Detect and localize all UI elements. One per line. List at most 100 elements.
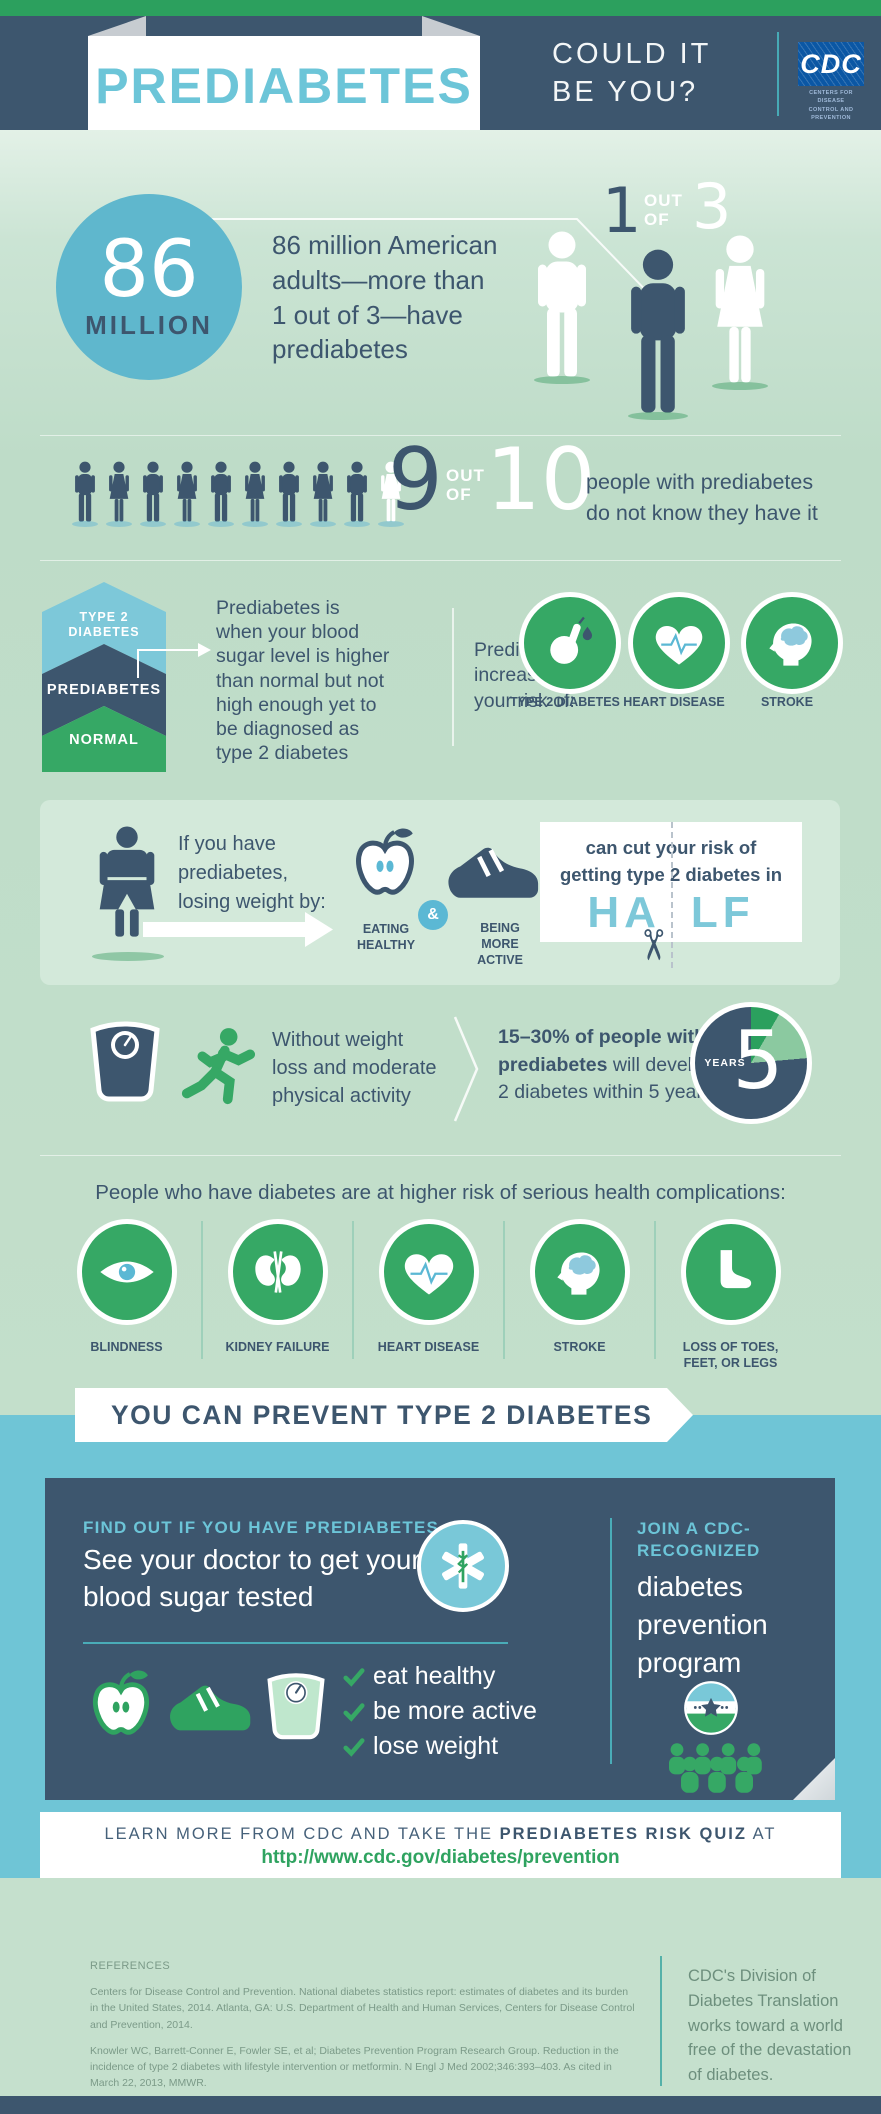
figure-shadow [242,521,268,527]
section-complications: People who have diabetes are at higher r… [0,1155,881,1405]
definition-text: Prediabetes is when your blood sugar lev… [216,597,390,765]
star-of-life-icon [436,1539,490,1593]
arrow-head-icon [305,912,333,947]
blood-test-icon [541,614,599,672]
kidney-icon [251,1245,305,1299]
ratio-out-of: OUT OF [644,191,683,229]
figure-shadow [310,521,336,527]
panel-divider [83,1642,508,1644]
cdc-url-link[interactable]: http://www.cdc.gov/diabetes/prevention [261,1847,620,1868]
header-divider [777,32,779,116]
figure-shadow [106,521,132,527]
cdc-logo-box: CDC [798,42,864,86]
cut-line [671,822,673,968]
man-icon [274,461,304,523]
risk-circle-heart [628,592,730,694]
section-divider [40,1155,841,1156]
man-icon [528,230,596,380]
medical-badge [417,1520,509,1612]
figure-shadow [208,521,234,527]
dpp-badge-icon [683,1680,739,1736]
join-heading: JOIN A CDC- RECOGNIZED [637,1519,761,1561]
half-word: HA LF [587,887,755,937]
figure-shadow [72,521,98,527]
chevron-diagram [42,582,166,772]
references-heading: REFERENCES [90,1960,171,1972]
stat-86-description: 86 million American adults—more than 1 o… [272,230,498,365]
complication-stroke: STROKE [505,1219,654,1355]
stat-86-number: 86 [99,225,199,316]
result-line2: getting type 2 diabetes in [559,863,783,885]
icon-circle [227,1219,328,1325]
top-green-bar [0,0,881,16]
risk-label: HEART DISEASE [623,695,725,709]
woman-icon [240,461,270,523]
risk-label: STROKE [760,695,814,709]
cdc-logo-caption: CENTERS FOR DISEASE CONTROL AND PREVENTI… [808,90,854,121]
man-icon [70,461,100,523]
brain-icon [553,1245,607,1299]
panel-vertical-divider [610,1518,612,1764]
section-divider [40,435,841,436]
chevron-label-normal: NORMAL [69,732,139,748]
section-definition: TYPE 2 DIABETES PREDIABETES NORMAL Predi… [0,560,881,800]
man-icon [206,461,236,523]
page-title: PREDIABETES [95,58,473,114]
icon-circle [680,1219,781,1325]
tagline: COULD IT BE YOU? [552,36,711,111]
stat-86-label: MILLION [85,309,213,340]
ribbon-fold-left [88,16,146,36]
figure-shadow [174,521,200,527]
prevent-banner-text: YOU CAN PREVENT TYPE 2 DIABETES [111,1399,653,1430]
learn-more-line: LEARN MORE FROM CDC AND TAKE THE PREDIAB… [104,1825,777,1843]
complications-row: BLINDNESS KIDNEY FAILURE HEART DISEASE [52,1219,805,1372]
pie-number: 5 [732,1014,784,1107]
figure-shadow [140,521,166,527]
apple-icon [353,826,417,898]
weight-loss-panel: If you have prediabetes, losing weight b… [40,800,840,985]
figure-shadow [344,521,370,527]
footer-divider [660,1956,662,2086]
stat-910-description: people with prediabetes do not know they… [586,470,818,526]
tagline-line2: BE YOU? [552,75,699,108]
weight-loss-intro: If you have prediabetes, losing weight b… [178,833,326,913]
apple-icon [90,1668,152,1738]
sneaker-icon [445,840,540,910]
stat-9: 9 [388,430,443,530]
risk-circle-type2 [519,592,621,694]
find-out-text: See your doctor to get your blood sugar … [83,1544,421,1612]
projection-left-text: Without weight loss and moderate physica… [272,1029,437,1107]
arrow-right-icon [143,922,305,937]
chevron-label-type2: TYPE 2 DIABETES [68,610,140,639]
man-icon [342,461,372,523]
foot-icon [705,1246,757,1298]
references-list: Centers for Disease Control and Preventi… [90,1984,638,2114]
prevent-panel: FIND OUT IF YOU HAVE PREDIABETES — See y… [45,1478,835,1800]
stat-10: 10 [486,430,596,530]
cell-separator [503,1221,505,1359]
checklist-item: lose weight [343,1732,498,1761]
people-row [70,461,406,527]
icon-circle [76,1219,177,1325]
figure-shadow [712,382,768,390]
complication-limbs: LOSS OF TOES, FEET, OR LEGS [656,1219,805,1372]
cdc-logo: CDC CENTERS FOR DISEASE CONTROL AND PREV… [795,42,867,122]
complications-heading: People who have diabetes are at higher r… [95,1181,786,1204]
ratio-denominator: 3 [692,170,732,243]
complication-kidney: KIDNEY FAILURE [203,1219,352,1355]
half-result-box: can cut your risk of getting type 2 diab… [540,822,802,968]
cell-separator [201,1221,203,1359]
five-years-pie: 5 YEARS [690,1002,812,1124]
ratio-numerator: 1 [602,174,642,247]
footer: REFERENCES Centers for Disease Control a… [0,1878,881,2114]
sneaker-icon [167,1680,252,1740]
section-86-million: 86 MILLION 86 million American adults—mo… [0,130,881,435]
title-ribbon: PREDIABETES [88,36,480,136]
woman-icon [706,234,774,386]
check-icon [343,1736,365,1758]
figure-shadow [378,521,404,527]
scale-icon [85,1018,165,1102]
chevron-right-icon [453,1016,479,1122]
checklist-item: eat healthy [343,1662,495,1691]
